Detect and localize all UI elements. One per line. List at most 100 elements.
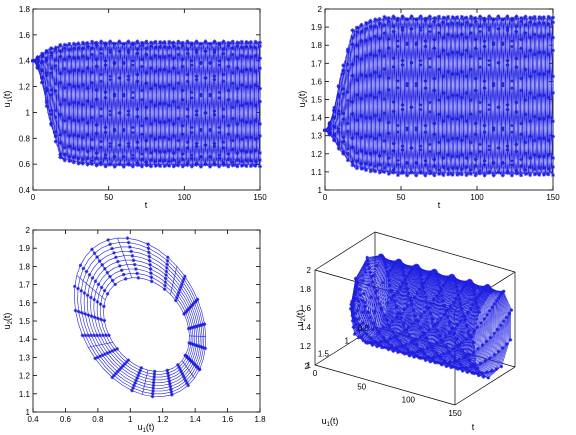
data-point-marker — [441, 165, 446, 170]
data-point-marker — [67, 144, 72, 149]
data-point-marker — [350, 35, 355, 40]
data-point-marker — [350, 145, 355, 150]
data-point-marker — [180, 152, 185, 157]
tick-label: 0 — [31, 193, 36, 202]
data-point-marker — [62, 57, 67, 62]
data-point-marker — [514, 14, 519, 19]
data-point-marker — [76, 84, 81, 89]
data-point-marker — [377, 302, 382, 306]
data-point-marker — [128, 245, 132, 249]
data-point-marker — [487, 356, 492, 360]
data-point-marker — [394, 305, 399, 309]
data-point-marker — [152, 378, 156, 382]
series-group — [323, 14, 555, 178]
data-point-marker — [103, 125, 108, 130]
data-point-marker — [332, 115, 337, 120]
data-point-marker — [76, 55, 81, 60]
data-point-marker — [400, 144, 405, 149]
tick-label: 0.6 — [60, 415, 72, 424]
data-point-marker — [167, 39, 172, 44]
data-point-marker — [99, 79, 104, 84]
data-point-marker — [226, 164, 231, 169]
data-point-marker — [541, 136, 546, 141]
data-point-marker — [541, 34, 546, 39]
data-point-marker — [90, 39, 95, 44]
data-point-marker — [126, 141, 131, 146]
data-point-marker — [485, 370, 489, 374]
panel-phase-portrait: 0.4 0.6 0.8 1 1.2 1.4 1.6 1.8 1 1.1 1.2 1.3 1.4 1.5 1.… — [2, 226, 266, 434]
data-point-marker — [405, 17, 410, 22]
data-point-marker — [341, 86, 346, 91]
data-point-marker — [364, 93, 369, 98]
data-point-marker — [453, 279, 458, 283]
data-point-marker — [356, 299, 361, 303]
data-point-marker — [195, 324, 200, 328]
data-point-marker — [182, 376, 187, 381]
data-point-marker — [110, 349, 115, 353]
data-point-marker — [99, 285, 104, 290]
data-point-marker — [459, 22, 464, 27]
data-point-marker — [239, 45, 244, 50]
data-point-marker — [489, 290, 493, 294]
data-point-marker — [341, 68, 346, 73]
data-point-marker — [99, 139, 104, 144]
data-point-marker — [62, 66, 67, 71]
tick-label: 1.4 — [300, 323, 312, 332]
data-point-marker — [83, 333, 88, 338]
data-point-marker — [364, 74, 369, 79]
data-point-marker — [448, 320, 452, 325]
data-point-marker — [458, 342, 462, 347]
data-point-marker — [253, 83, 258, 88]
data-point-marker — [58, 155, 63, 160]
data-point-marker — [101, 333, 105, 338]
data-point-marker — [258, 121, 262, 126]
data-point-marker — [58, 112, 63, 117]
connector-line — [183, 299, 198, 315]
data-point-marker — [468, 140, 473, 145]
data-point-marker — [546, 152, 551, 157]
data-point-marker — [391, 141, 396, 146]
data-point-marker — [500, 290, 505, 295]
data-point-marker — [135, 271, 139, 276]
data-point-marker — [350, 319, 355, 323]
data-point-marker — [541, 154, 546, 159]
data-point-marker — [468, 67, 473, 72]
data-point-marker — [49, 46, 54, 51]
data-point-marker — [484, 339, 489, 344]
data-point-marker — [395, 16, 400, 21]
data-point-marker — [359, 29, 364, 34]
data-point-marker — [98, 354, 102, 359]
data-point-marker — [380, 307, 384, 312]
data-point-marker — [117, 162, 122, 167]
data-point-marker — [365, 255, 369, 260]
data-point-marker — [167, 53, 172, 58]
data-point-marker — [158, 54, 163, 59]
data-point-marker — [546, 172, 551, 177]
data-point-marker — [468, 167, 473, 172]
data-point-marker — [85, 293, 90, 298]
data-point-marker — [67, 47, 72, 52]
data-point-marker — [253, 159, 258, 164]
data-point-marker — [181, 374, 186, 379]
data-point-marker — [496, 26, 501, 31]
data-point-marker — [244, 67, 249, 72]
data-point-marker — [459, 114, 464, 119]
data-point-marker — [171, 121, 176, 126]
data-point-marker — [398, 285, 402, 289]
data-point-marker — [58, 80, 63, 85]
data-point-marker — [514, 171, 519, 176]
data-point-marker — [464, 165, 469, 170]
data-point-marker — [455, 337, 459, 342]
data-point-marker — [467, 352, 471, 357]
data-point-marker — [532, 52, 537, 57]
data-point-marker — [135, 39, 140, 44]
data-point-marker — [475, 371, 479, 375]
data-point-marker — [455, 136, 460, 141]
data-point-marker — [478, 24, 483, 29]
data-point-marker — [393, 334, 397, 339]
data-point-marker — [327, 125, 332, 130]
data-point-marker — [184, 379, 188, 383]
tick-label: 1.6 — [300, 304, 312, 313]
data-point-marker — [100, 353, 105, 358]
data-point-marker — [117, 110, 122, 115]
